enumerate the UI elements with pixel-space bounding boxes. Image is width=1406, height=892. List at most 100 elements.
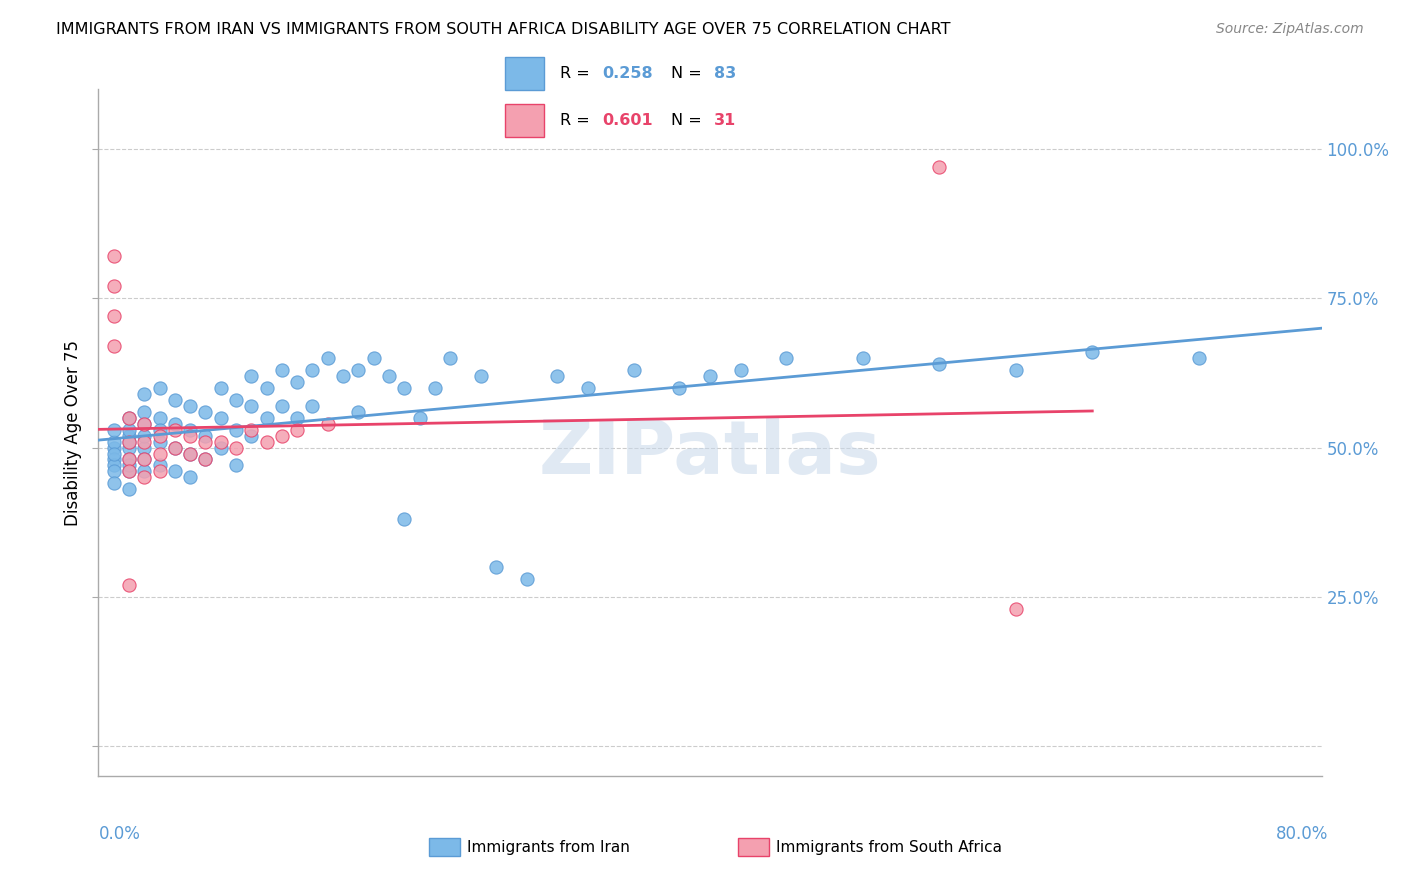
Point	[623, 363, 645, 377]
Point	[149, 423, 172, 437]
Point	[134, 428, 156, 442]
Point	[209, 434, 232, 449]
Point	[775, 351, 797, 365]
Point	[163, 441, 186, 455]
Point	[668, 381, 690, 395]
FancyBboxPatch shape	[505, 57, 544, 90]
Point	[163, 392, 186, 407]
Point	[163, 417, 186, 431]
Point	[194, 428, 217, 442]
Point	[225, 392, 247, 407]
Point	[103, 279, 125, 293]
Point	[134, 465, 156, 479]
Point	[439, 351, 461, 365]
Point	[730, 363, 752, 377]
Point	[149, 465, 172, 479]
Point	[118, 434, 141, 449]
Point	[209, 381, 232, 395]
Point	[149, 446, 172, 460]
Point	[118, 452, 141, 467]
Text: 0.601: 0.601	[602, 113, 652, 128]
Point	[103, 309, 125, 323]
Point	[149, 381, 172, 395]
Text: Immigrants from Iran: Immigrants from Iran	[467, 840, 630, 855]
Y-axis label: Disability Age Over 75: Disability Age Over 75	[63, 340, 82, 525]
Point	[270, 399, 292, 413]
Point	[103, 465, 125, 479]
Point	[209, 441, 232, 455]
Text: N =: N =	[672, 113, 707, 128]
Point	[163, 441, 186, 455]
Point	[347, 363, 370, 377]
Point	[103, 452, 125, 467]
Point	[179, 399, 201, 413]
Point	[194, 452, 217, 467]
Point	[118, 410, 141, 425]
Point	[256, 381, 278, 395]
Point	[134, 405, 156, 419]
Point	[134, 417, 156, 431]
Point	[240, 368, 263, 383]
Point	[103, 446, 125, 460]
Point	[256, 434, 278, 449]
Point	[240, 399, 263, 413]
Point	[118, 428, 141, 442]
Point	[103, 249, 125, 263]
Point	[179, 470, 201, 484]
Point	[285, 375, 308, 389]
Point	[149, 428, 172, 442]
Point	[134, 470, 156, 484]
Point	[179, 423, 201, 437]
Point	[103, 441, 125, 455]
Point	[118, 465, 141, 479]
FancyBboxPatch shape	[505, 104, 544, 137]
Point	[423, 381, 446, 395]
Point	[332, 368, 354, 383]
Text: Source: ZipAtlas.com: Source: ZipAtlas.com	[1216, 22, 1364, 37]
Point	[149, 434, 172, 449]
Point	[316, 351, 339, 365]
Point	[256, 410, 278, 425]
Point	[516, 572, 538, 586]
Point	[1004, 363, 1026, 377]
Point	[103, 458, 125, 473]
Point	[194, 452, 217, 467]
Point	[163, 423, 186, 437]
Point	[179, 428, 201, 442]
Text: R =: R =	[560, 113, 595, 128]
Text: Immigrants from South Africa: Immigrants from South Africa	[776, 840, 1002, 855]
Point	[470, 368, 492, 383]
Text: N =: N =	[672, 66, 707, 81]
Point	[103, 434, 125, 449]
Point	[1081, 345, 1104, 359]
Point	[118, 458, 141, 473]
Point	[852, 351, 875, 365]
Point	[179, 446, 201, 460]
Text: 0.0%: 0.0%	[98, 825, 141, 843]
Point	[316, 417, 339, 431]
Point	[118, 578, 141, 592]
Point	[1004, 602, 1026, 616]
Point	[225, 423, 247, 437]
Point	[240, 428, 263, 442]
Point	[576, 381, 599, 395]
Point	[194, 405, 217, 419]
Point	[209, 410, 232, 425]
Text: 31: 31	[714, 113, 735, 128]
Point	[118, 410, 141, 425]
Point	[285, 423, 308, 437]
Point	[118, 423, 141, 437]
Text: R =: R =	[560, 66, 595, 81]
Point	[149, 410, 172, 425]
Point	[103, 339, 125, 353]
Point	[699, 368, 721, 383]
Point	[347, 405, 370, 419]
Point	[225, 458, 247, 473]
Point	[118, 452, 141, 467]
Point	[392, 512, 416, 526]
Point	[240, 423, 263, 437]
Point	[392, 381, 416, 395]
Point	[546, 368, 568, 383]
Point	[378, 368, 401, 383]
Point	[363, 351, 385, 365]
